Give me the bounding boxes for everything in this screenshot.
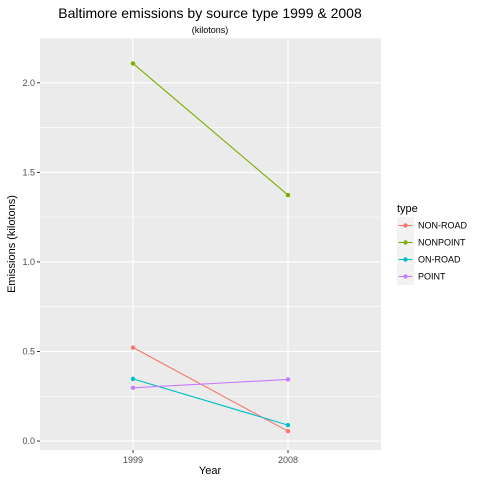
data-point: [285, 422, 291, 428]
series-line: [132, 63, 289, 196]
data-point: [285, 377, 291, 382]
y-tick-label: 0.5: [22, 346, 35, 356]
y-tick-label: 0.0: [22, 436, 35, 446]
series-lines: [132, 63, 289, 432]
data-point: [130, 376, 136, 382]
x-tick-label: 1999: [123, 455, 143, 465]
legend-label: POINT: [418, 272, 446, 282]
series-line: [132, 378, 289, 389]
legend-title: type: [397, 203, 418, 215]
legend-key-point: [403, 223, 408, 228]
x-axis: 1999 2008: [123, 450, 298, 465]
data-point: [285, 428, 291, 434]
x-tick-label: 2008: [278, 455, 298, 465]
y-tick-label: 1.0: [22, 257, 35, 267]
y-axis: 0.0 0.5 1.0 1.5 2.0: [22, 78, 40, 446]
legend-key-point: [403, 257, 408, 262]
chart-title: Baltimore emissions by source type 1999 …: [58, 5, 362, 21]
legend-key-point: [403, 274, 408, 279]
plot-panel: [40, 38, 381, 450]
legend-label: NON-ROAD: [418, 221, 467, 231]
data-point: [285, 192, 291, 198]
data-point: [130, 345, 136, 350]
series-points: [130, 61, 291, 434]
y-axis-title: Emissions (kilotons): [6, 195, 18, 293]
legend-items: NON-ROAD NONPOINT ON-ROAD POINT: [397, 217, 467, 285]
x-axis-title: Year: [199, 465, 222, 477]
data-point: [130, 61, 136, 66]
legend-label: ON-ROAD: [418, 255, 461, 265]
minor-gridlines: [40, 37, 381, 397]
data-point: [130, 385, 136, 391]
legend: type NON-ROAD NONPOINT ON-ROAD POINT: [397, 203, 467, 285]
y-tick-label: 2.0: [22, 78, 35, 88]
legend-key-point: [403, 240, 408, 245]
legend-label: NONPOINT: [418, 238, 466, 248]
chart-subtitle: (kilotons): [192, 25, 229, 35]
y-tick-label: 1.5: [22, 167, 35, 177]
